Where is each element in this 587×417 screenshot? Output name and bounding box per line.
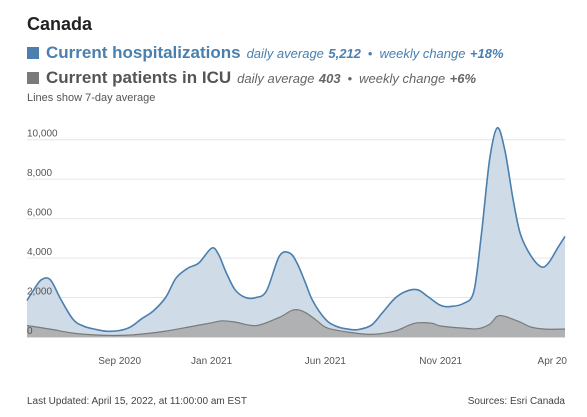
legend-icu: Current patients in ICU daily average 40…	[27, 68, 476, 88]
hospitalizations-area	[27, 127, 565, 338]
hospitalizations-weekly-value: +18%	[469, 46, 504, 61]
y-tick-label: 4,000	[27, 247, 52, 258]
x-tick-label: Jun 2021	[305, 356, 347, 367]
icu-label: Current patients in ICU	[46, 68, 232, 87]
icu-area	[27, 309, 565, 337]
hospitalizations-line[interactable]	[26, 127, 566, 333]
sources: Sources: Esri Canada	[467, 396, 565, 407]
x-tick-label: Apr 20	[538, 356, 568, 367]
hospitalizations-swatch	[27, 47, 39, 59]
y-tick-label: 10,000	[27, 129, 58, 140]
chart-note: Lines show 7-day average	[27, 92, 156, 104]
x-tick-label: Nov 2021	[419, 356, 462, 367]
hospitalizations-daily-label: daily average	[246, 46, 324, 61]
y-tick-label: 0	[27, 326, 33, 337]
icu-line[interactable]	[26, 309, 566, 337]
y-tick-label: 8,000	[27, 168, 52, 179]
y-tick-label: 2,000	[27, 287, 52, 298]
x-axis-labels: Sep 2020 Jan 2021 Jun 2021 Nov 2021 Apr 20	[98, 356, 567, 367]
hospitalizations-label: Current hospitalizations	[46, 43, 241, 62]
region-title: Canada	[27, 14, 93, 34]
last-updated: Last Updated: April 15, 2022, at 11:00:0…	[27, 396, 247, 407]
legend-separator: •	[367, 46, 373, 61]
icu-daily-label: daily average	[237, 71, 315, 86]
series	[26, 127, 566, 338]
icu-swatch	[27, 72, 39, 84]
x-tick-label: Jan 2021	[191, 356, 233, 367]
y-axis-labels: 0 2,000 4,000 6,000 8,000 10,000	[27, 129, 58, 337]
icu-daily-value: 403	[318, 71, 341, 86]
legend-separator: •	[347, 71, 353, 86]
icu-weekly-value: +6%	[449, 71, 477, 86]
legend-hospitalizations: Current hospitalizations daily average 5…	[27, 43, 504, 63]
hospitalizations-daily-value: 5,212	[328, 46, 361, 61]
icu-weekly-label: weekly change	[359, 71, 446, 86]
hospitalizations-weekly-label: weekly change	[379, 46, 466, 61]
y-tick-label: 6,000	[27, 208, 52, 219]
x-tick-label: Sep 2020	[98, 356, 141, 367]
